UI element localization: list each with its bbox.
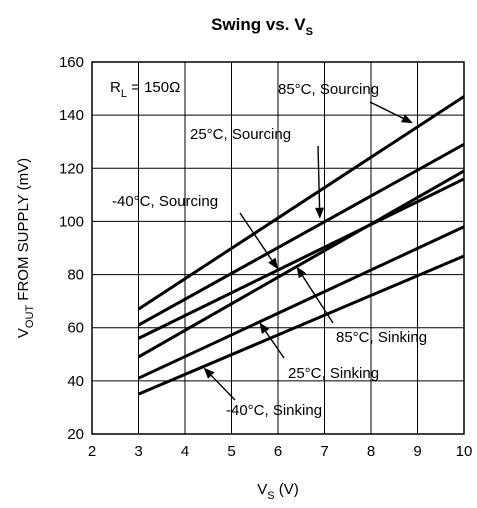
y-tick-label: 40 — [67, 373, 84, 390]
y-axis-label-sub: OUT — [24, 305, 36, 329]
annotation-arrow-head — [315, 207, 325, 219]
chart-title-sub: S — [306, 26, 313, 38]
x-tick-label: 6 — [274, 443, 282, 460]
annotations: 85°C, Sourcing 25°C, Sourcing -40°C, Sourc… — [112, 81, 427, 419]
series-line — [137, 143, 465, 327]
annotation-arrow-head — [400, 114, 413, 124]
annotation-label: 25°C, Sinking — [288, 365, 379, 382]
x-tick-label: 3 — [134, 443, 142, 460]
annotation-arrow-line — [317, 145, 321, 208]
y-tick-label: 60 — [67, 320, 84, 337]
chart-title: Swing vs. VS — [211, 15, 313, 38]
y-tick-labels: 20 40 60 80 100 120 140 160 — [59, 54, 84, 443]
series-line — [137, 254, 465, 396]
annotation-arrow-line — [265, 331, 285, 359]
load-note-sub: L — [121, 88, 127, 100]
x-tick-label: 9 — [413, 443, 421, 460]
y-axis-label-main: V — [15, 328, 32, 338]
annotation-arrow-head — [259, 322, 270, 335]
series-line — [137, 177, 465, 340]
annotation-arrow-head — [203, 367, 215, 379]
series-lines — [137, 95, 465, 396]
annotation-arrow-line — [301, 275, 334, 324]
plot-frame — [91, 61, 465, 435]
y-tick-label: 100 — [59, 213, 84, 230]
x-tick-label: 8 — [367, 443, 375, 460]
annotation-arrow-line — [239, 212, 273, 261]
x-tick-label: 7 — [320, 443, 328, 460]
annotation-arrow-line — [369, 101, 404, 119]
y-axis-label: VOUT FROM SUPPLY (mV) — [15, 158, 36, 338]
series-line — [137, 169, 465, 359]
load-note: RL = 150Ω — [110, 79, 180, 100]
annotation-arrow-head — [268, 257, 278, 270]
x-tick-label: 5 — [227, 443, 235, 460]
annotation-label: -40°C, Sinking — [226, 402, 322, 419]
load-note-suffix: = 150Ω — [127, 79, 180, 96]
y-axis-label-suffix: FROM SUPPLY (mV) — [15, 158, 32, 305]
x-axis-label-main: V — [257, 481, 267, 498]
load-note-main: R — [110, 79, 121, 96]
y-tick-label: 140 — [59, 107, 84, 124]
y-tick-label: 120 — [59, 160, 84, 177]
annotation-arrow-head — [296, 266, 307, 279]
y-tick-label: 160 — [59, 54, 84, 71]
x-tick-label: 2 — [88, 443, 96, 460]
annotation-label: 25°C, Sourcing — [190, 126, 291, 143]
annotation-label: 85°C, Sourcing — [278, 81, 379, 98]
x-axis-label-suffix: (V) — [275, 481, 299, 498]
y-tick-label: 80 — [67, 267, 84, 284]
series-line — [137, 225, 465, 380]
x-tick-labels: 2 3 4 5 6 7 8 9 10 — [88, 443, 473, 460]
annotation-arrow-line — [210, 374, 236, 401]
series-line — [137, 95, 465, 311]
annotation-label: -40°C, Sourcing — [112, 193, 218, 210]
x-axis-label-sub: S — [267, 490, 274, 502]
y-tick-label: 20 — [67, 426, 84, 443]
x-tick-label: 4 — [181, 443, 189, 460]
chart-title-main: Swing vs. V — [211, 15, 306, 34]
annotation-label: 85°C, Sinking — [336, 329, 427, 346]
x-axis-label: VS (V) — [257, 481, 299, 502]
x-tick-label: 10 — [456, 443, 473, 460]
